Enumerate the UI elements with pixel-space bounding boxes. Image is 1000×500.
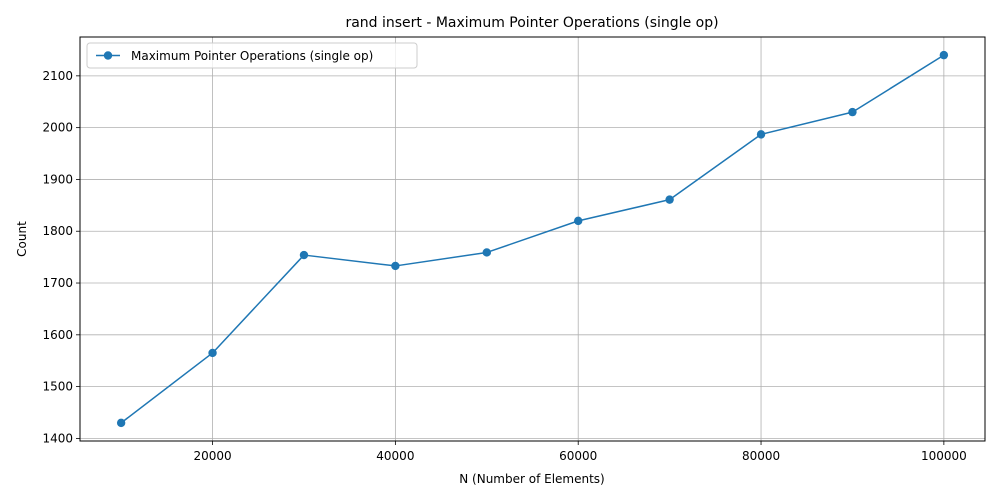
data-point xyxy=(299,250,309,260)
y-tick-label: 1700 xyxy=(42,276,73,290)
series-layer xyxy=(116,50,949,428)
series-line xyxy=(120,54,945,424)
data-point xyxy=(482,248,491,257)
x-tick-label: 100000 xyxy=(921,449,967,463)
plot-frame xyxy=(79,36,986,442)
y-tick-label: 2000 xyxy=(42,121,73,135)
data-point xyxy=(391,261,400,271)
data-point xyxy=(665,195,674,204)
legend-label: Maximum Pointer Operations (single op) xyxy=(131,49,373,63)
y-axis-title: Count xyxy=(15,221,29,257)
legend-marker-swatch xyxy=(103,51,113,60)
y-tick-label: 1800 xyxy=(42,224,73,238)
y-tick-label: 1900 xyxy=(42,172,73,186)
data-point xyxy=(574,216,583,226)
legend-box xyxy=(86,42,418,69)
data-point xyxy=(208,348,217,358)
y-tick-label: 1600 xyxy=(42,328,73,342)
y-tick-label: 1500 xyxy=(42,380,73,394)
grid-lines xyxy=(80,37,985,441)
x-tick-label: 40000 xyxy=(376,449,414,463)
legend: Maximum Pointer Operations (single op) xyxy=(86,42,418,69)
x-axis: 20000 40000 60000 80000 100000 xyxy=(193,441,967,463)
data-point xyxy=(756,130,766,139)
data-point xyxy=(848,107,857,117)
data-point xyxy=(939,50,949,60)
x-tick-label: 60000 xyxy=(559,449,597,463)
y-tick-label: 2100 xyxy=(42,69,73,83)
y-axis: 1400 1500 1600 1700 1800 1900 2000 2100 xyxy=(42,69,80,445)
y-tick-label: 1400 xyxy=(42,431,73,445)
x-tick-label: 20000 xyxy=(193,449,231,463)
x-axis-title: N (Number of Elements) xyxy=(459,472,605,486)
x-tick-label: 80000 xyxy=(742,449,780,463)
data-point xyxy=(116,418,126,428)
chart-title: rand insert - Maximum Pointer Operations… xyxy=(345,15,718,31)
